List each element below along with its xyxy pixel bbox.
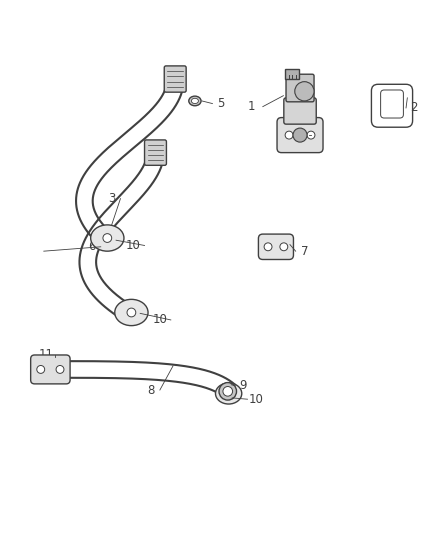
Text: 10: 10 (126, 239, 141, 252)
Text: 10: 10 (249, 393, 264, 406)
Text: 9: 9 (239, 379, 247, 392)
Polygon shape (79, 152, 164, 318)
Polygon shape (50, 361, 236, 398)
Text: 4: 4 (311, 128, 319, 142)
Text: 3: 3 (108, 192, 115, 205)
Ellipse shape (219, 383, 237, 400)
Circle shape (56, 366, 64, 374)
FancyBboxPatch shape (277, 118, 323, 152)
Text: 8: 8 (148, 384, 155, 397)
Ellipse shape (189, 96, 201, 106)
Ellipse shape (223, 386, 233, 396)
Text: 1: 1 (248, 100, 256, 113)
Circle shape (285, 131, 293, 139)
FancyBboxPatch shape (31, 355, 70, 384)
Ellipse shape (91, 225, 124, 251)
Circle shape (37, 366, 45, 374)
Circle shape (264, 243, 272, 251)
Polygon shape (76, 80, 184, 243)
Circle shape (307, 131, 315, 139)
Circle shape (293, 128, 307, 142)
Circle shape (295, 82, 314, 101)
FancyBboxPatch shape (284, 98, 316, 124)
Polygon shape (285, 69, 299, 79)
Circle shape (280, 243, 288, 251)
Circle shape (103, 233, 112, 243)
FancyBboxPatch shape (145, 140, 166, 165)
Text: 2: 2 (410, 101, 418, 115)
Text: 7: 7 (300, 245, 308, 257)
FancyBboxPatch shape (164, 66, 186, 92)
Text: 6: 6 (88, 240, 96, 253)
FancyBboxPatch shape (258, 234, 293, 260)
Ellipse shape (191, 98, 198, 103)
Circle shape (224, 389, 233, 398)
Text: 10: 10 (152, 313, 167, 326)
Ellipse shape (215, 383, 242, 404)
Circle shape (127, 308, 136, 317)
FancyBboxPatch shape (286, 74, 314, 102)
Text: 5: 5 (218, 97, 225, 110)
Ellipse shape (115, 300, 148, 326)
Text: 11: 11 (39, 349, 53, 361)
